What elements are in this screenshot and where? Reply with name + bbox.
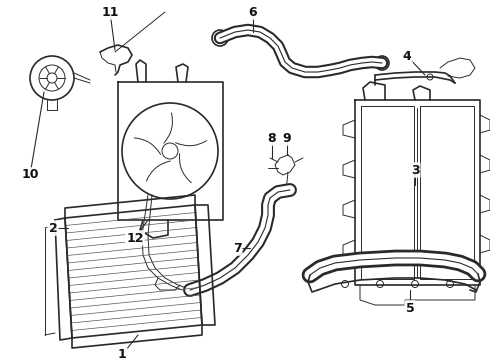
Text: 8: 8 [268,131,276,144]
Text: 11: 11 [101,5,119,18]
Text: 2: 2 [49,221,57,234]
Text: 9: 9 [283,131,292,144]
Text: 3: 3 [411,163,419,176]
Text: 5: 5 [406,302,415,315]
Text: 7: 7 [233,242,242,255]
Text: 6: 6 [249,5,257,18]
Text: 10: 10 [21,168,39,181]
Text: 1: 1 [118,348,126,360]
Text: 4: 4 [403,49,412,63]
Text: 12: 12 [126,231,144,244]
